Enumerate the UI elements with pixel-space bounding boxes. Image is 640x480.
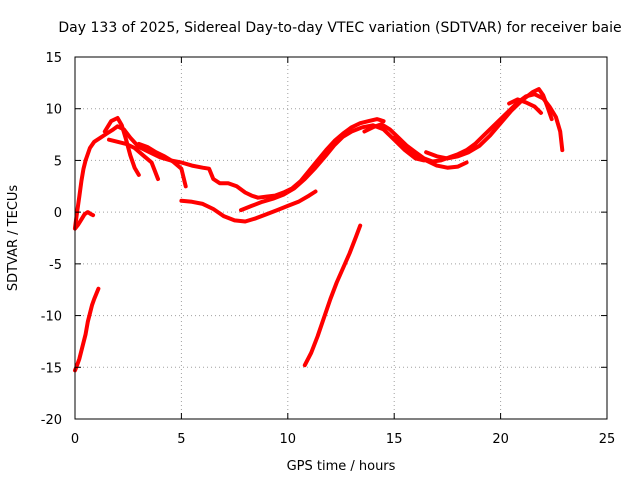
y-axis-label: SDTVAR / TECUs xyxy=(6,185,21,292)
y-tick-label: -20 xyxy=(41,413,62,428)
series-arc-13 xyxy=(507,97,543,115)
y-tick-label: 5 xyxy=(54,154,62,169)
series-arc-6 xyxy=(136,141,188,189)
y-tick-label: -5 xyxy=(49,258,62,273)
x-axis-label: GPS time / hours xyxy=(287,459,396,474)
series-arc-7 xyxy=(179,189,318,224)
series-arc-12 xyxy=(424,87,554,161)
series-arc-3 xyxy=(73,117,386,230)
x-tick-label: 0 xyxy=(71,432,79,447)
series-arc-4 xyxy=(102,116,141,177)
y-tick-label: 0 xyxy=(54,206,62,221)
y-tick-label: -15 xyxy=(41,361,62,376)
series-arc-11 xyxy=(392,135,469,170)
y-tick-label: 15 xyxy=(45,51,62,66)
plot-frame xyxy=(74,56,608,420)
x-tick-label: 15 xyxy=(386,432,403,447)
series-arc-9 xyxy=(302,223,363,368)
chart-title: Day 133 of 2025, Sidereal Day-to-day VTE… xyxy=(58,20,621,36)
x-tick-label: 20 xyxy=(492,432,509,447)
x-tick-label: 25 xyxy=(599,432,616,447)
series-arc-1 xyxy=(73,286,101,373)
axis-ticks: 0 5 10 15 20 25 -20 -15 -10 -5 0 5 10 15 xyxy=(41,51,616,447)
x-tick-label: 5 xyxy=(177,432,185,447)
x-tick-label: 10 xyxy=(280,432,297,447)
series-arc-2 xyxy=(73,210,96,231)
plot-series xyxy=(73,87,565,373)
series-arc-5 xyxy=(107,137,160,181)
y-tick-label: 10 xyxy=(45,103,62,118)
series-arc-10 xyxy=(362,92,565,164)
y-tick-label: -10 xyxy=(41,310,62,325)
